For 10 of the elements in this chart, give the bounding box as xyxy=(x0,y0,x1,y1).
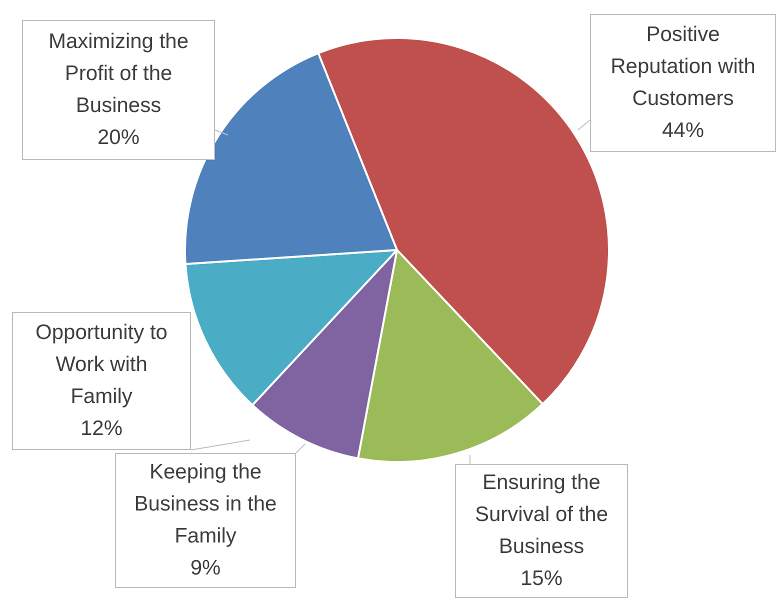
slice-label: Opportunity to Work with Family xyxy=(36,320,168,408)
slice-label: Keeping the Business in the Family xyxy=(134,460,277,548)
data-label: 9% xyxy=(190,556,221,580)
slice-label: Positive Reputation with Customers xyxy=(610,22,756,110)
data-label: 44% xyxy=(662,118,704,142)
data-label: 12% xyxy=(80,416,123,440)
slice-label: Maximizing the Profit of the Business xyxy=(48,30,189,117)
slice-label: Ensuring the Survival of the Business xyxy=(474,470,608,558)
data-label: 20% xyxy=(97,126,140,149)
data-label: 15% xyxy=(520,566,563,590)
